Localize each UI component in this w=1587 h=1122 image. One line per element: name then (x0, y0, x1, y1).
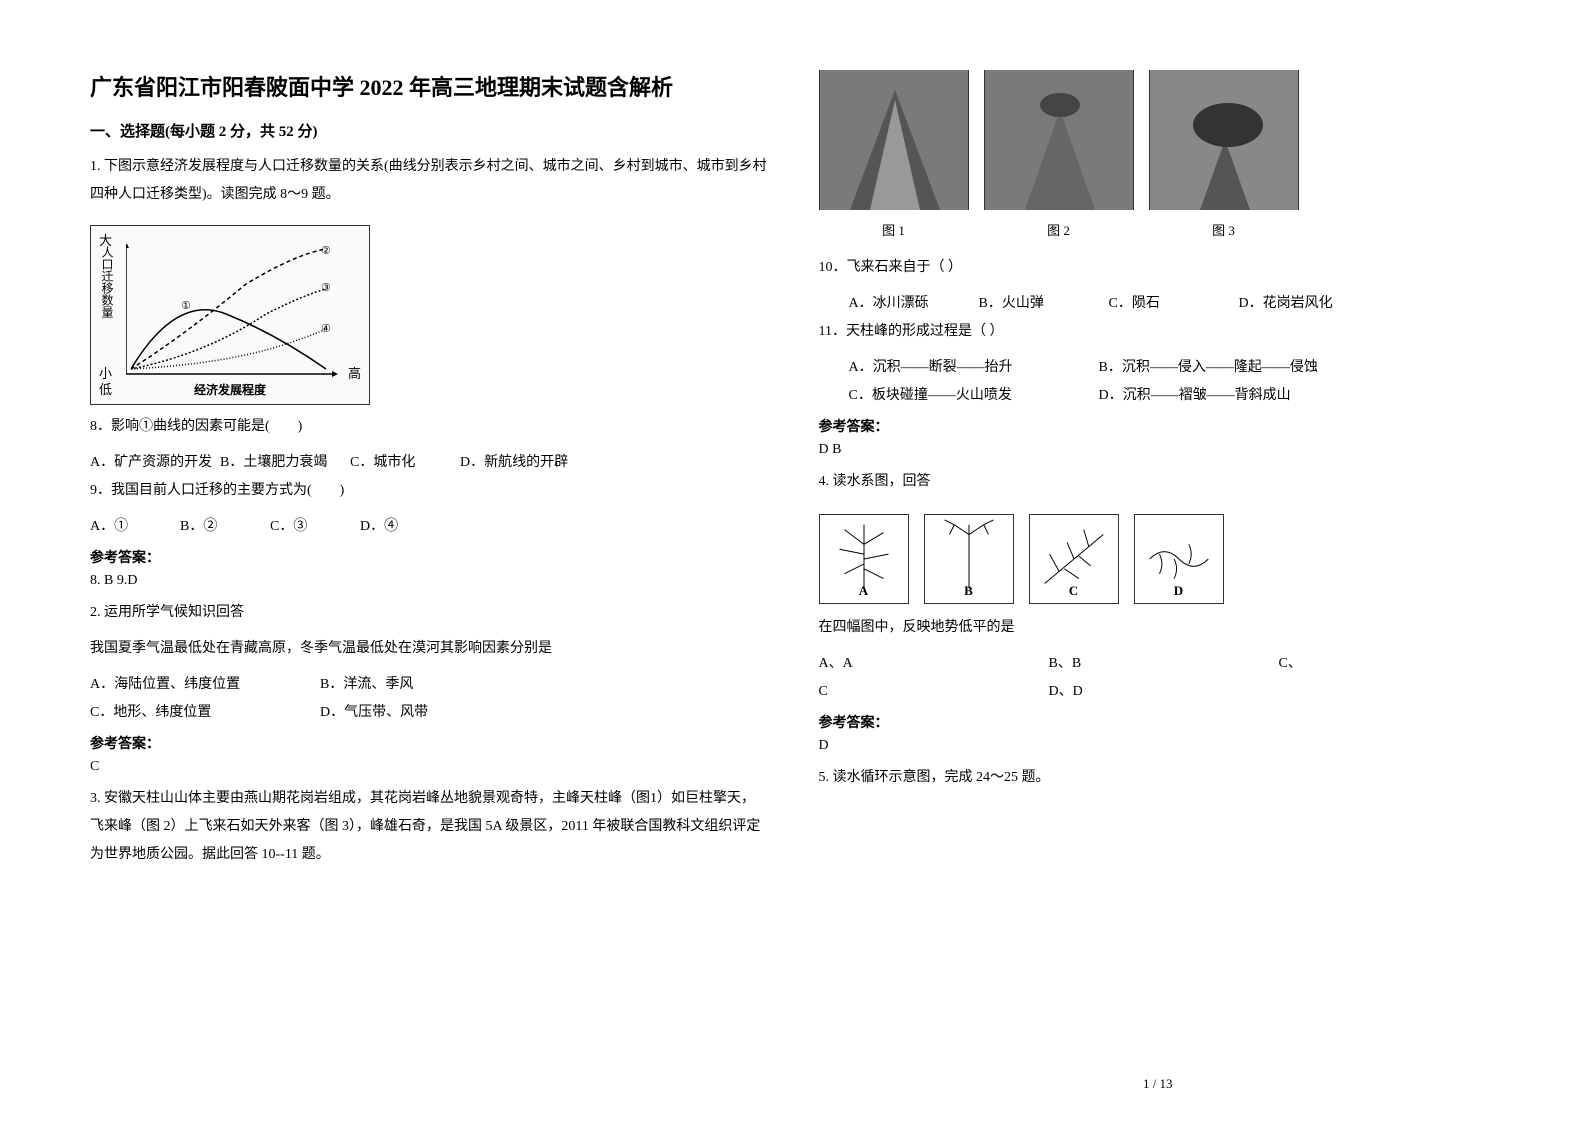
right-column: 图 1 图 2 图 3 10．飞来石来自于（ ） A．冰川漂砾 B．火山弹 C．… (819, 70, 1498, 1092)
q3-sub10-opts: A．冰川漂砾 B．火山弹 C．陨石 D．花岗岩风化 (819, 290, 1498, 318)
opt-b: B．火山弹 (979, 290, 1109, 318)
curve-svg: ① ② ③ ④ (126, 244, 346, 384)
opt-c: C．板块碰撞——火山喷发 (849, 382, 1099, 410)
q2-opts-row2: C．地形、纬度位置 D．气压带、风带 (90, 699, 769, 727)
svg-text:②: ② (321, 245, 331, 257)
q3-sub11-opts-row1: A．沉积——断裂——抬升 B．沉积——侵入——隆起——侵蚀 (819, 354, 1498, 382)
image-2 (984, 70, 1134, 210)
opt-c: C．陨石 (1109, 290, 1239, 318)
water-sys-b: B (924, 514, 1014, 604)
opt-d: D、D (1049, 678, 1083, 706)
opt-a: A．海陆位置、纬度位置 (90, 671, 320, 699)
q4-opts-row1: A、A B、B C、 (819, 650, 1498, 678)
img3-label: 图 3 (1149, 220, 1299, 239)
chart-x-label: 经济发展程度 (194, 381, 266, 398)
opt-a: A、A (819, 650, 1049, 678)
opt-c: C、 (1279, 650, 1302, 678)
img-labels: 图 1 图 2 图 3 (819, 220, 1498, 239)
q4-opts-row2: C D、D (819, 678, 1498, 706)
opt-b: B．洋流、季风 (320, 671, 413, 699)
opt-a: A．① (90, 513, 180, 541)
q2-answer: C (90, 759, 769, 775)
q3-sub11-opts-row2: C．板块碰撞——火山喷发 D．沉积——褶皱——背斜成山 (819, 382, 1498, 410)
q3-sub11: 11．天柱峰的形成过程是（ ） (819, 318, 1498, 346)
section-header: 一、选择题(每小题 2 分，共 52 分) (90, 120, 769, 141)
opt-d: D．花岗岩风化 (1239, 290, 1333, 318)
q3-answer: D B (819, 442, 1498, 458)
mountain-svg-2 (985, 70, 1133, 210)
q1-sub9-options: A．① B．② C．③ D．④ (90, 513, 769, 541)
water-sys-a: A (819, 514, 909, 604)
opt-a: A．沉积——断裂——抬升 (849, 354, 1099, 382)
chart-low: 低 (99, 379, 112, 398)
q2-line2: 我国夏季气温最低处在青藏高原，冬季气温最低处在漠河其影响因素分别是 (90, 635, 769, 663)
opt-d: D．新航线的开辟 (460, 449, 568, 477)
q4-answer: D (819, 738, 1498, 754)
label-d: D (1174, 583, 1183, 599)
q4-stem: 4. 读水系图，回答 (819, 468, 1498, 496)
q3-sub10: 10．飞来石来自于（ ） (819, 254, 1498, 282)
q2-stem: 2. 运用所学气候知识回答 (90, 599, 769, 627)
q4-question: 在四幅图中，反映地势低平的是 (819, 614, 1498, 642)
svg-text:③: ③ (321, 282, 331, 294)
img2-label: 图 2 (984, 220, 1134, 239)
svg-text:④: ④ (321, 323, 331, 335)
document-title: 广东省阳江市阳春陂面中学 2022 年高三地理期末试题含解析 (90, 70, 769, 102)
opt-c: C．地形、纬度位置 (90, 699, 320, 727)
opt-d: D．沉积——褶皱——背斜成山 (1099, 382, 1291, 410)
q4-answer-label: 参考答案： (819, 712, 1498, 732)
opt-b: B．土壤肥力衰竭 (220, 449, 350, 477)
q3-stem: 3. 安徽天柱山山体主要由燕山期花岗岩组成，其花岗岩峰丛地貌景观奇特，主峰天柱峰… (90, 785, 769, 869)
water-sys-d: D (1134, 514, 1224, 604)
q1-sub8: 8．影响①曲线的因素可能是( ) (90, 413, 769, 441)
opt-b: B、B (1049, 650, 1279, 678)
q2-opts-row1: A．海陆位置、纬度位置 B．洋流、季风 (90, 671, 769, 699)
chart-y-label: 人口迁移数量 (99, 246, 116, 318)
q5-stem: 5. 读水循环示意图，完成 24～25 题。 (819, 764, 1498, 792)
q3-answer-label: 参考答案： (819, 416, 1498, 436)
label-c: C (1069, 583, 1078, 599)
image-3 (1149, 70, 1299, 210)
q1-chart: 大 人口迁移数量 ① ② ③ ④ 小 低 经济发展程度 高 (90, 225, 370, 405)
opt-d: D．④ (360, 513, 450, 541)
page-number: 1 / 13 (819, 1056, 1498, 1092)
left-column: 广东省阳江市阳春陂面中学 2022 年高三地理期末试题含解析 一、选择题(每小题… (90, 70, 769, 1092)
label-a: A (859, 583, 868, 599)
opt-a: A．矿产资源的开发 (90, 449, 220, 477)
water-systems: A B C D (819, 514, 1498, 604)
svg-text:①: ① (181, 300, 191, 312)
q1-sub9: 9．我国目前人口迁移的主要方式为( ) (90, 477, 769, 505)
opt-b: B．② (180, 513, 270, 541)
chart-high: 高 (348, 363, 361, 382)
q1-stem: 1. 下图示意经济发展程度与人口迁移数量的关系(曲线分别表示乡村之间、城市之间、… (90, 153, 769, 209)
label-b: B (964, 583, 973, 599)
q2-answer-label: 参考答案： (90, 733, 769, 753)
mountain-svg-1 (820, 70, 968, 210)
opt-a: A．冰川漂砾 (849, 290, 979, 318)
q3-images (819, 70, 1498, 210)
water-sys-c: C (1029, 514, 1119, 604)
opt-c: C．③ (270, 513, 360, 541)
q1-answer-label: 参考答案： (90, 547, 769, 567)
image-1 (819, 70, 969, 210)
q1-sub8-options: A．矿产资源的开发 B．土壤肥力衰竭 C．城市化 D．新航线的开辟 (90, 449, 769, 477)
opt-b: B．沉积——侵入——隆起——侵蚀 (1099, 354, 1318, 382)
q1-answer: 8. B 9.D (90, 573, 769, 589)
opt-c2: C (819, 678, 1049, 706)
opt-d: D．气压带、风带 (320, 699, 428, 727)
img1-label: 图 1 (819, 220, 969, 239)
opt-c: C．城市化 (350, 449, 460, 477)
mountain-svg-3 (1150, 70, 1298, 210)
